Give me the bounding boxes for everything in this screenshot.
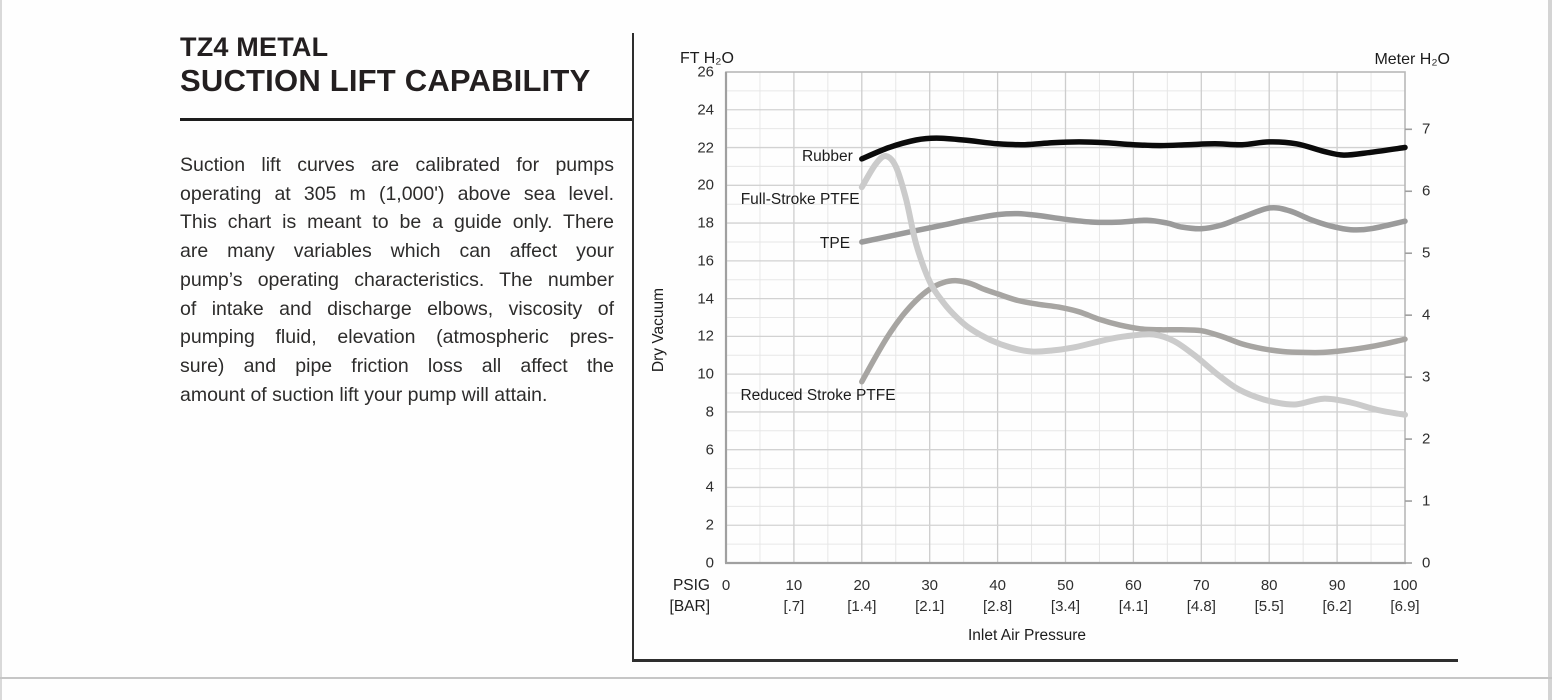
bar-tick-label-5: [4.1] bbox=[1118, 598, 1148, 615]
panel-border-bottom bbox=[632, 659, 1458, 662]
bar-tick-label-8: [6.2] bbox=[1322, 598, 1352, 615]
body-line: operating at 305 m (1,000') above sea le… bbox=[180, 182, 614, 205]
psig-tick-label-40: 40 bbox=[989, 577, 1006, 594]
ft-tick-label-4: 4 bbox=[705, 478, 714, 496]
body-paragraph: Suction lift curves are calibrated for p… bbox=[180, 151, 614, 409]
y-axis-title: Dry Vacuum bbox=[650, 287, 667, 373]
ft-tick-label-22: 22 bbox=[697, 139, 714, 157]
meter-tick-label-0: 0 bbox=[1422, 554, 1431, 572]
curve-reduced-stroke-ptfe bbox=[859, 277, 1408, 385]
meter-tick-label-7: 7 bbox=[1422, 120, 1431, 138]
series-label-rubber: Rubber bbox=[801, 147, 853, 165]
right-axis-unit-label: Meter H₂O bbox=[1374, 51, 1450, 68]
ft-tick-label-26: 26 bbox=[697, 63, 714, 81]
curve-rubber bbox=[859, 135, 1408, 162]
ft-tick-label-18: 18 bbox=[697, 214, 714, 232]
title-underline bbox=[180, 118, 633, 121]
bar-tick-label-0: [.7] bbox=[783, 598, 805, 615]
psig-tick-label-100: 100 bbox=[1392, 577, 1418, 594]
page-edge-left bbox=[0, 0, 2, 700]
meter-tick-label-2: 2 bbox=[1422, 430, 1431, 448]
meter-tick-label-1: 1 bbox=[1422, 492, 1431, 510]
bar-tick-label-3: [2.8] bbox=[983, 598, 1013, 615]
psig-tick-label-60: 60 bbox=[1125, 577, 1142, 594]
body-line: This chart is meant to be a guide only. … bbox=[180, 211, 614, 234]
curve-tpe bbox=[859, 204, 1408, 245]
x-axis-unit-psig: PSIG bbox=[672, 577, 710, 594]
ft-tick-label-12: 12 bbox=[697, 327, 714, 345]
bar-tick-label-4: [3.4] bbox=[1050, 598, 1081, 615]
body-line: of intake and discharge elbows, viscosit… bbox=[180, 297, 614, 320]
bar-tick-label-6: [4.8] bbox=[1186, 598, 1216, 615]
series-label-full-stroke-ptfe: Full-Stroke PTFE bbox=[740, 191, 860, 209]
meter-tick-label-3: 3 bbox=[1422, 368, 1431, 386]
meter-tick-label-5: 5 bbox=[1422, 244, 1431, 262]
bar-tick-label-9: [6.9] bbox=[1390, 598, 1420, 615]
page-title-model: TZ4 METAL bbox=[180, 32, 329, 62]
psig-tick-label-80: 80 bbox=[1260, 577, 1278, 594]
ft-tick-label-6: 6 bbox=[705, 441, 714, 459]
bar-tick-label-7: [5.5] bbox=[1254, 598, 1284, 615]
x-axis-title: Inlet Air Pressure bbox=[967, 627, 1087, 644]
meter-tick-label-6: 6 bbox=[1422, 182, 1431, 200]
ft-tick-label-16: 16 bbox=[697, 252, 714, 270]
body-line: amount of suction lift your pump will at… bbox=[180, 383, 548, 406]
left-axis-unit-label: FT H₂O bbox=[680, 50, 734, 67]
bar-tick-label-2: [2.1] bbox=[915, 598, 945, 615]
ft-tick-label-10: 10 bbox=[697, 365, 714, 383]
meter-tick-label-4: 4 bbox=[1422, 306, 1431, 324]
body-line: pumping fluid, elevation (atmospheric pr… bbox=[180, 326, 614, 349]
bar-tick-label-1: [1.4] bbox=[847, 598, 877, 615]
body-line: pump’s operating characteristics. The nu… bbox=[180, 268, 614, 291]
body-line: are many variables which can affect your bbox=[180, 240, 614, 263]
panel-divider-vertical bbox=[632, 33, 634, 661]
title-block: TZ4 METAL SUCTION LIFT CAPABILITY bbox=[180, 31, 635, 99]
psig-tick-label-0: 0 bbox=[721, 577, 731, 594]
page-title-subject: SUCTION LIFT CAPABILITY bbox=[180, 63, 591, 99]
body-line: sure) and pipe friction loss all affect … bbox=[180, 354, 614, 377]
curve-full-stroke-ptfe bbox=[858, 153, 1408, 418]
series-label-reduced-stroke-ptfe: Reduced Stroke PTFE bbox=[740, 386, 896, 404]
psig-tick-label-90: 90 bbox=[1328, 577, 1346, 594]
ft-tick-label-2: 2 bbox=[705, 516, 714, 534]
psig-tick-label-10: 10 bbox=[785, 577, 803, 594]
page-edge-right bbox=[1548, 0, 1552, 700]
ft-tick-label-24: 24 bbox=[697, 101, 714, 119]
body-line: Suction lift curves are calibrated for p… bbox=[180, 154, 614, 176]
psig-tick-label-50: 50 bbox=[1057, 577, 1074, 594]
psig-tick-label-70: 70 bbox=[1192, 577, 1210, 594]
ft-tick-label-14: 14 bbox=[697, 290, 714, 308]
series-label-tpe: TPE bbox=[819, 234, 851, 252]
ft-tick-label-8: 8 bbox=[705, 403, 714, 421]
ft-tick-label-20: 20 bbox=[697, 176, 714, 194]
psig-tick-label-20: 20 bbox=[853, 577, 871, 594]
psig-tick-label-30: 30 bbox=[921, 577, 939, 594]
page-edge-bottom bbox=[0, 677, 1552, 679]
ft-tick-label-0: 0 bbox=[705, 554, 714, 572]
x-axis-unit-bar: [BAR] bbox=[669, 598, 710, 615]
